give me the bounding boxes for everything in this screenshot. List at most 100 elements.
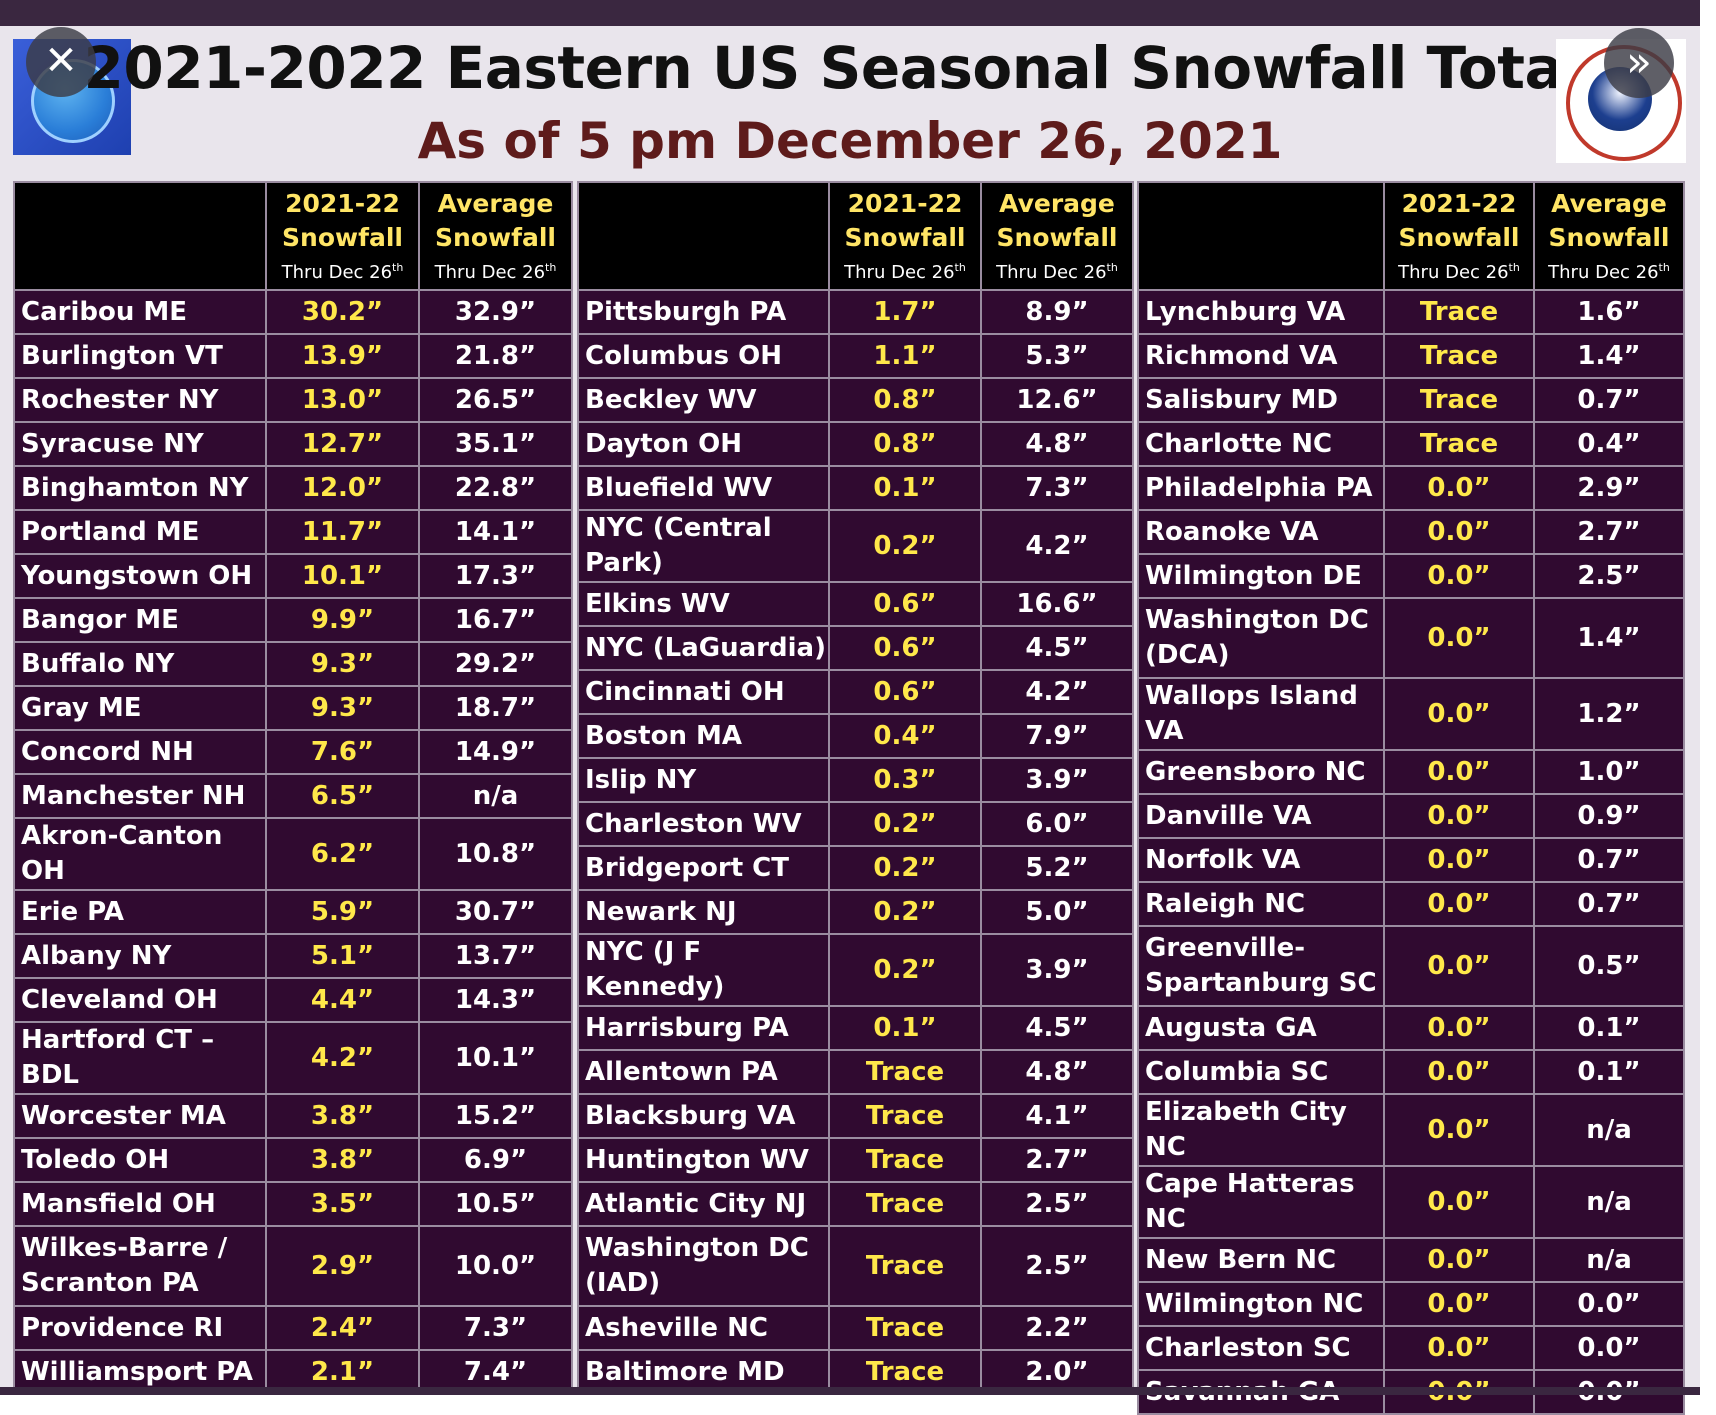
average-snowfall-cell: 0.5” <box>1533 925 1685 1007</box>
average-snowfall-cell: 21.8” <box>418 333 573 379</box>
current-snowfall-cell: 10.1” <box>265 553 420 599</box>
average-snowfall-cell: 14.9” <box>418 729 573 775</box>
city-cell: Washington DC (IAD) <box>577 1225 830 1307</box>
header-thru: Thru Dec 26th <box>434 260 557 283</box>
header-snowfall: Snowfall <box>996 222 1118 252</box>
header-thru: Thru Dec 26th <box>844 260 966 283</box>
snowfall-table-1: 2021-22 Snowfall Thru Dec 26th Average S… <box>13 181 573 1395</box>
table-row: Syracuse NY 12.7” 35.1” <box>13 421 573 467</box>
header-snowfall: Snowfall <box>844 222 966 252</box>
city-cell: Cleveland OH <box>13 977 267 1023</box>
average-snowfall-cell: 10.8” <box>418 817 573 891</box>
current-snowfall-cell: Trace <box>828 1093 982 1139</box>
current-snowfall-cell: 0.0” <box>1383 749 1535 795</box>
table-row: Charleston SC 0.0” 0.0” <box>1137 1325 1685 1371</box>
table-row: Philadelphia PA 0.0” 2.9” <box>1137 465 1685 511</box>
city-cell: Wilmington NC <box>1137 1281 1385 1327</box>
current-snowfall-cell: 3.8” <box>265 1137 420 1183</box>
table-row: Rochester NY 13.0” 26.5” <box>13 377 573 423</box>
average-snowfall-cell: 0.7” <box>1533 377 1685 423</box>
table-row: Washington DC (DCA) 0.0” 1.4” <box>1137 597 1685 679</box>
current-snowfall-cell: 9.3” <box>265 641 420 687</box>
current-snowfall-cell: 0.2” <box>828 933 982 1007</box>
city-cell: Caribou ME <box>13 289 267 335</box>
current-snowfall-cell: Trace <box>828 1225 982 1307</box>
table-row: Mansfield OH 3.5” 10.5” <box>13 1181 573 1227</box>
table-row: Boston MA 0.4” 7.9” <box>577 713 1134 759</box>
average-snowfall-cell: 29.2” <box>418 641 573 687</box>
current-snowfall-cell: 0.0” <box>1383 1325 1535 1371</box>
table-row: Erie PA 5.9” 30.7” <box>13 889 573 935</box>
average-snowfall-cell: 4.2” <box>980 509 1134 583</box>
table-row: Charlotte NC Trace 0.4” <box>1137 421 1685 467</box>
current-snowfall-cell: 0.2” <box>828 889 982 935</box>
average-snowfall-cell: 6.0” <box>980 801 1134 847</box>
current-snowfall-cell: Trace <box>828 1305 982 1351</box>
table-row: Asheville NC Trace 2.2” <box>577 1305 1134 1351</box>
average-snowfall-cell: 22.8” <box>418 465 573 511</box>
current-snowfall-cell: 0.0” <box>1383 793 1535 839</box>
average-snowfall-cell: 16.7” <box>418 597 573 643</box>
snowfall-table-3: 2021-22 Snowfall Thru Dec 26th Average S… <box>1137 181 1685 1415</box>
city-cell: Toledo OH <box>13 1137 267 1183</box>
city-cell: NYC (LaGuardia) <box>577 625 830 671</box>
city-cell: Cape Hatteras NC <box>1137 1165 1385 1239</box>
city-cell: Newark NJ <box>577 889 830 935</box>
table-row: Cape Hatteras NC 0.0” n/a <box>1137 1165 1685 1239</box>
current-column-header: 2021-22 Snowfall Thru Dec 26th <box>828 181 982 291</box>
close-button[interactable]: ✕ <box>26 27 96 97</box>
average-snowfall-cell: 0.4” <box>1533 421 1685 467</box>
city-column-header <box>577 181 830 291</box>
average-snowfall-cell: n/a <box>1533 1093 1685 1167</box>
city-cell: Bluefield WV <box>577 465 830 511</box>
table-row: Albany NY 5.1” 13.7” <box>13 933 573 979</box>
page-title: 2021-2022 Eastern US Seasonal Snowfall T… <box>83 34 1617 102</box>
header-year: 2021-22 <box>847 188 963 218</box>
city-cell: Pittsburgh PA <box>577 289 830 335</box>
city-cell: Albany NY <box>13 933 267 979</box>
average-snowfall-cell: 0.7” <box>1533 881 1685 927</box>
average-snowfall-cell: 7.3” <box>418 1305 573 1351</box>
table-row: Columbia SC 0.0” 0.1” <box>1137 1049 1685 1095</box>
city-cell: Roanoke VA <box>1137 509 1385 555</box>
city-cell: Hartford CT – BDL <box>13 1021 267 1095</box>
city-cell: New Bern NC <box>1137 1237 1385 1283</box>
average-snowfall-cell: 2.7” <box>1533 509 1685 555</box>
table-row: Providence RI 2.4” 7.3” <box>13 1305 573 1351</box>
table-header-row: 2021-22 Snowfall Thru Dec 26th Average S… <box>13 181 573 291</box>
current-snowfall-cell: 0.8” <box>828 377 982 423</box>
table-row: Dayton OH 0.8” 4.8” <box>577 421 1134 467</box>
table-row: Worcester MA 3.8” 15.2” <box>13 1093 573 1139</box>
city-column-header <box>13 181 267 291</box>
average-snowfall-cell: 10.1” <box>418 1021 573 1095</box>
average-snowfall-cell: 4.5” <box>980 1005 1134 1051</box>
city-cell: Asheville NC <box>577 1305 830 1351</box>
average-snowfall-cell: 30.7” <box>418 889 573 935</box>
average-snowfall-cell: 6.9” <box>418 1137 573 1183</box>
table-row: Atlantic City NJ Trace 2.5” <box>577 1181 1134 1227</box>
average-snowfall-cell: 15.2” <box>418 1093 573 1139</box>
current-snowfall-cell: 12.7” <box>265 421 420 467</box>
current-snowfall-cell: Trace <box>1383 377 1535 423</box>
average-snowfall-cell: 0.9” <box>1533 793 1685 839</box>
average-snowfall-cell: 7.9” <box>980 713 1134 759</box>
city-cell: Bridgeport CT <box>577 845 830 891</box>
average-snowfall-cell: 0.0” <box>1533 1325 1685 1371</box>
current-snowfall-cell: Trace <box>828 1137 982 1183</box>
current-snowfall-cell: 0.0” <box>1383 677 1535 751</box>
current-snowfall-cell: 9.9” <box>265 597 420 643</box>
average-snowfall-cell: 1.4” <box>1533 597 1685 679</box>
table-row: Wilkes-Barre / Scranton PA 2.9” 10.0” <box>13 1225 573 1307</box>
current-snowfall-cell: 6.2” <box>265 817 420 891</box>
current-snowfall-cell: 12.0” <box>265 465 420 511</box>
next-image-button[interactable]: » <box>1604 28 1674 98</box>
average-snowfall-cell: 17.3” <box>418 553 573 599</box>
table-row: Hartford CT – BDL 4.2” 10.1” <box>13 1021 573 1095</box>
header-average: Average <box>437 188 554 218</box>
city-cell: Blacksburg VA <box>577 1093 830 1139</box>
table-row: Raleigh NC 0.0” 0.7” <box>1137 881 1685 927</box>
table-row: Buffalo NY 9.3” 29.2” <box>13 641 573 687</box>
average-snowfall-cell: 5.3” <box>980 333 1134 379</box>
city-cell: Greenville-Spartanburg SC <box>1137 925 1385 1007</box>
